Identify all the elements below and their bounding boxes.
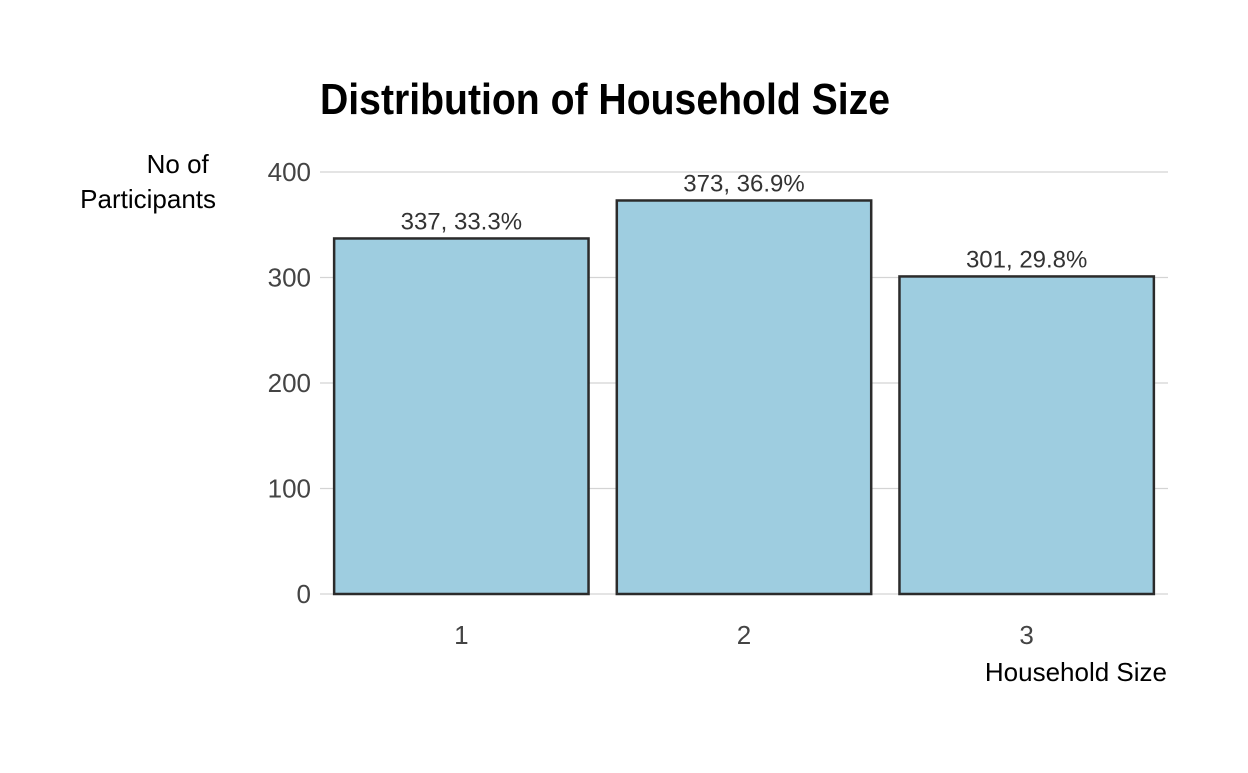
data-labels: 337, 33.3% 373, 36.9% 301, 29.8% [401,170,1088,273]
y-axis-label-line-2: Participants [80,184,216,214]
y-axis-label-line-1: No of [147,149,210,179]
bar-1 [332,237,590,596]
data-label-1: 337, 33.3% [401,208,522,235]
bars [332,199,1156,596]
y-tick-label: 0 [297,579,311,609]
y-tick-label: 100 [268,474,311,504]
y-tick-label: 200 [268,368,311,398]
x-tick-label-2: 2 [737,620,751,650]
y-tick-label: 300 [268,263,311,293]
data-label-2: 373, 36.9% [683,170,804,197]
axes: 0 100 200 300 400 1 2 3 [268,157,1034,650]
chart-title: Distribution of Household Size [320,75,890,124]
bar-3 [898,275,1156,596]
x-tick-label-3: 3 [1019,620,1033,650]
y-axis-label: No of Participants [80,149,216,214]
data-label-3: 301, 29.8% [966,246,1087,273]
y-tick-label: 400 [268,157,311,187]
bar-2 [615,199,873,596]
x-axis-label: Household Size [985,657,1167,687]
x-tick-label-1: 1 [454,620,468,650]
